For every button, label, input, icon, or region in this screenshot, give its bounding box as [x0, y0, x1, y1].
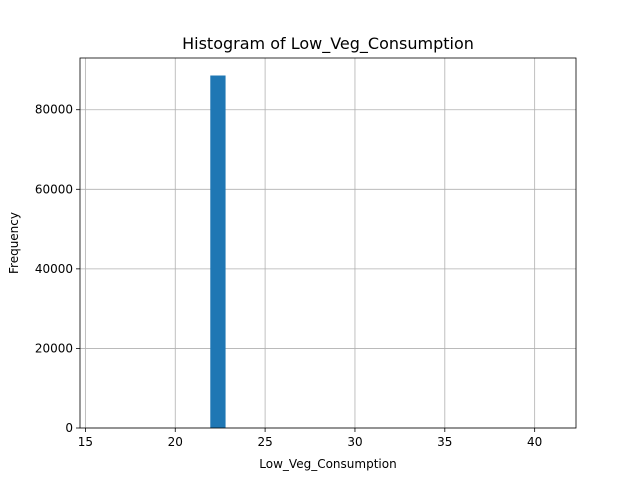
chart-title: Histogram of Low_Veg_Consumption	[182, 34, 474, 54]
plot-area-background	[80, 58, 576, 428]
x-tick-label: 25	[257, 435, 272, 449]
x-axis-label: Low_Veg_Consumption	[259, 457, 396, 471]
x-tick-label: 15	[78, 435, 93, 449]
y-tick-label: 60000	[35, 182, 73, 196]
histogram-bar	[210, 75, 226, 429]
y-tick-label: 80000	[35, 103, 73, 117]
grid-lines	[80, 58, 576, 429]
x-tick-label: 30	[347, 435, 362, 449]
x-tick-label: 35	[437, 435, 452, 449]
y-tick-label: 20000	[35, 341, 73, 355]
x-tick-label: 20	[168, 435, 183, 449]
y-tick-label: 40000	[35, 262, 73, 276]
y-tick-label: 0	[65, 421, 73, 435]
ticks: 15 20 25 30 35 40 0 20000 40000 60000 80000	[35, 103, 542, 449]
x-tick-label: 40	[527, 435, 542, 449]
bars	[210, 75, 226, 429]
y-axis-label: Frequency	[7, 212, 21, 274]
plot-frame	[79, 57, 577, 429]
